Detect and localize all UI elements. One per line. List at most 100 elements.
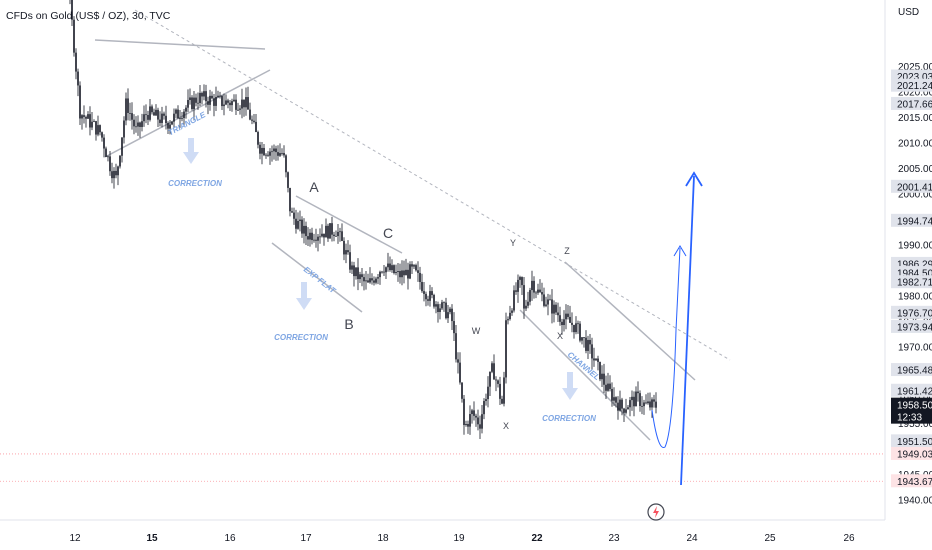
candle-body — [591, 344, 593, 359]
candle-body — [217, 95, 219, 97]
candle-body — [447, 312, 449, 319]
candle-body — [511, 310, 513, 313]
candle-body — [163, 113, 165, 116]
candle-body — [449, 308, 451, 313]
candle-body — [243, 99, 245, 108]
candle-body — [535, 292, 537, 294]
candle-body — [149, 106, 151, 120]
candle-body — [561, 321, 563, 326]
time-axis-ticks[interactable]: 12 15 16 17 18 19 22 23 24 25 26 — [69, 533, 855, 544]
candle-body — [109, 156, 111, 172]
candle-body — [153, 112, 155, 116]
candle-body — [183, 111, 185, 119]
correction-arrows — [183, 138, 578, 400]
price-badge-label: 2017.66 — [897, 99, 932, 110]
candle-body — [335, 235, 337, 237]
candle-body — [551, 299, 553, 314]
y-tick-label: 2000.00 — [898, 190, 932, 201]
price-badge — [891, 383, 932, 397]
candle-body — [219, 95, 221, 97]
candle-body — [71, 0, 73, 20]
candle-body — [191, 97, 193, 109]
candle-body — [199, 92, 201, 103]
candle-body — [241, 99, 243, 109]
price-badge — [891, 96, 932, 110]
candle-body — [105, 148, 107, 157]
candle-body — [311, 232, 313, 241]
candle-body — [457, 359, 459, 363]
price-badge-label: 1965.48 — [897, 366, 932, 377]
x-tick-label: 15 — [146, 533, 158, 544]
candle-body — [225, 100, 227, 105]
candle-body — [459, 362, 461, 383]
candle-body — [625, 409, 627, 413]
candle-body — [605, 384, 607, 391]
candle-body — [425, 293, 427, 300]
candle-body — [581, 337, 583, 341]
candle-body — [309, 232, 311, 240]
candle-body — [233, 99, 235, 102]
candle-body — [207, 101, 209, 105]
candle-body — [537, 289, 539, 293]
candle-body — [627, 407, 629, 410]
candle-body — [323, 233, 325, 238]
candle-body — [411, 264, 413, 267]
x-tick-label: 16 — [224, 533, 236, 544]
candle-body — [595, 358, 597, 361]
wave-label-a: A — [309, 179, 319, 195]
price-badge — [891, 474, 932, 488]
candle-body — [313, 239, 315, 241]
candle-body — [413, 265, 415, 267]
candle-body — [367, 280, 369, 283]
price-badge-label: 2001.41 — [897, 182, 932, 193]
candle-body — [621, 399, 623, 409]
candle-body — [471, 410, 473, 415]
candle-body — [433, 295, 435, 307]
candle-body — [289, 187, 291, 212]
candle-body — [607, 383, 609, 391]
candle-body — [127, 98, 129, 113]
price-badge — [891, 363, 932, 377]
candle-body — [441, 302, 443, 309]
candle-body — [637, 391, 639, 394]
wave-label-b: B — [344, 316, 353, 332]
candle-body — [475, 415, 477, 418]
candle-body — [113, 170, 115, 179]
large-projection-arrowhead — [685, 171, 703, 187]
candle-body — [643, 402, 645, 407]
candle-body — [165, 115, 167, 124]
candle-body — [319, 236, 321, 238]
candle-body — [161, 113, 163, 123]
candle-body — [573, 324, 575, 333]
candle-body — [277, 152, 279, 156]
candle-body — [407, 269, 409, 279]
candle-body — [79, 85, 81, 119]
candle-body — [279, 153, 281, 156]
x-tick-label: 23 — [608, 533, 620, 544]
candle-body — [373, 280, 375, 283]
candle-body — [147, 114, 149, 120]
candle-body — [483, 401, 485, 415]
y-tick-label: 1940.00 — [898, 496, 932, 507]
candle-body — [461, 382, 463, 399]
candle-body — [189, 97, 191, 101]
lightning-icon[interactable] — [647, 503, 665, 521]
price-badge-label: 2021.24 — [897, 81, 932, 92]
candle-body — [213, 98, 215, 106]
candle-body — [611, 388, 613, 401]
price-badge-label: 1973.94 — [897, 322, 932, 333]
candle-body — [139, 122, 141, 127]
wave-label-x2: X — [557, 331, 563, 341]
candle-body — [291, 211, 293, 213]
candle-body — [481, 414, 483, 429]
candle-body — [403, 270, 405, 276]
candle-body — [235, 99, 237, 110]
price-badge — [891, 305, 932, 319]
candle-body — [391, 265, 393, 271]
candle-body — [473, 410, 475, 416]
candle-body — [299, 219, 301, 221]
candle-body — [619, 399, 621, 411]
correction-label-2: CORRECTION — [274, 333, 328, 342]
wave-label-y: Y — [510, 238, 516, 248]
